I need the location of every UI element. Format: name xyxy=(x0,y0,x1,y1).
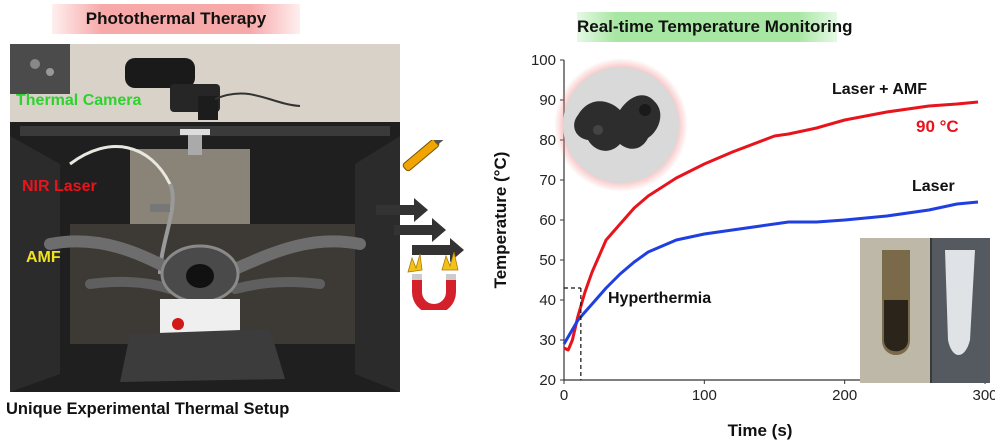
arrows-icon xyxy=(376,198,464,262)
setup-photo: Thermal Camera NIR Laser AMF xyxy=(10,44,400,392)
y-tick-label: 90 xyxy=(539,92,556,109)
middle-icons xyxy=(376,140,464,310)
laser-pen-icon xyxy=(402,140,444,172)
left-panel-title: Photothermal Therapy xyxy=(52,4,300,34)
thermal-camera-icon xyxy=(125,58,301,120)
x-tick-label: 0 xyxy=(560,387,568,404)
y-tick-label: 20 xyxy=(539,372,556,389)
chart-ticks: 20 30 40 50 60 70 80 90 100 0 100 200 300 xyxy=(531,52,995,404)
hyperthermia-threshold xyxy=(564,287,582,380)
x-tick-label: 100 xyxy=(692,387,717,404)
laser-amf-value: 90 °C xyxy=(916,117,959,136)
nir-laser-label: NIR Laser xyxy=(22,178,97,195)
laser-label: Laser xyxy=(912,178,955,195)
y-tick-label: 60 xyxy=(539,212,556,229)
x-axis-label: Time (s) xyxy=(728,421,793,440)
setup-photo-illustration xyxy=(10,44,400,392)
temperature-chart: 20 30 40 50 60 70 80 90 100 0 100 200 300 Laser + AM… xyxy=(491,52,995,440)
y-tick-label: 30 xyxy=(539,332,556,349)
y-tick-label: 100 xyxy=(531,52,556,69)
x-tick-label: 300 xyxy=(972,387,995,404)
x-tick-label: 200 xyxy=(832,387,857,404)
magnet-icon xyxy=(407,251,459,310)
nanoparticle-tem-image xyxy=(554,58,688,192)
amf-label: AMF xyxy=(26,249,61,266)
chart-lines xyxy=(562,100,979,352)
y-axis-label: Temperature (°C) xyxy=(491,152,510,289)
y-tick-label: 70 xyxy=(539,172,556,189)
y-tick-label: 50 xyxy=(539,252,556,269)
thermal-camera-label: Thermal Camera xyxy=(16,92,142,109)
right-panel-title: Real-time Temperature Monitoring xyxy=(577,12,853,42)
series-line-2 xyxy=(562,200,979,345)
setup-caption: Unique Experimental Thermal Setup xyxy=(6,400,290,418)
hyperthermia-label: Hyperthermia xyxy=(608,290,711,307)
y-tick-label: 40 xyxy=(539,292,556,309)
laser-amf-label: Laser + AMF xyxy=(832,81,927,98)
series-line-1 xyxy=(563,100,979,352)
vial-photo xyxy=(860,238,990,383)
y-tick-label: 80 xyxy=(539,132,556,149)
